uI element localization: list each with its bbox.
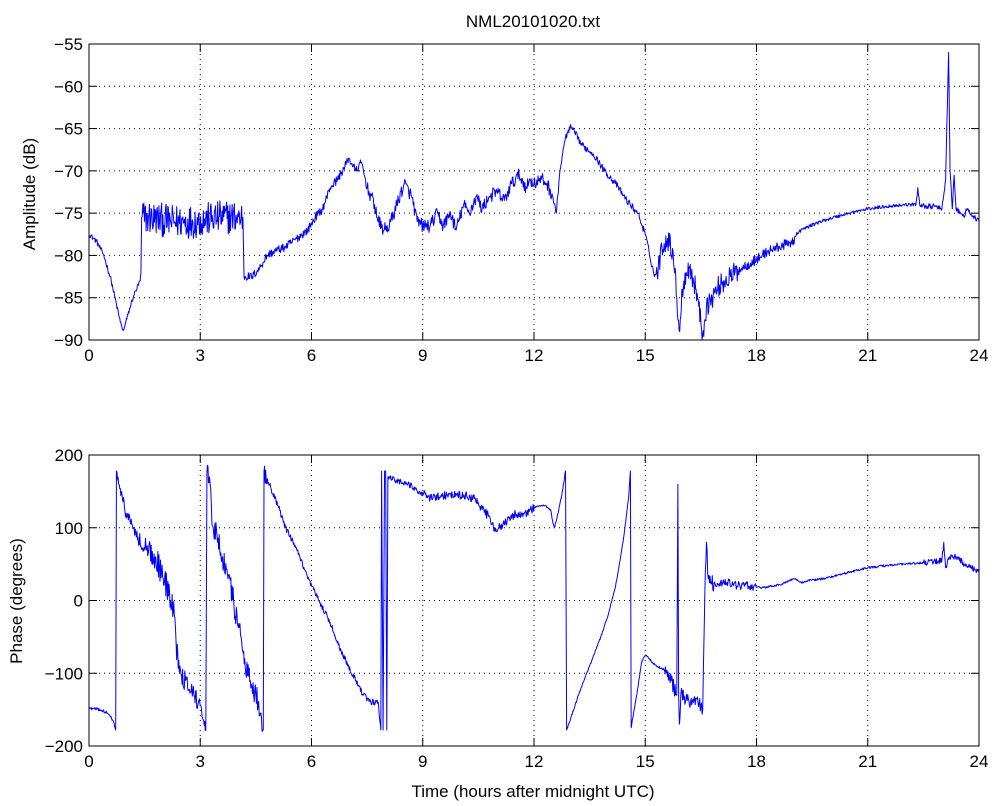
- data-series-line: [88, 51, 980, 341]
- x-tick-label: 21: [858, 752, 877, 771]
- x-tick-label: 21: [858, 346, 877, 365]
- chart-title: NML20101020.txt: [466, 12, 600, 31]
- x-tick-label: 0: [84, 346, 93, 365]
- y-tick-label: 100: [55, 519, 83, 538]
- y-tick-label: −70: [54, 162, 83, 181]
- x-tick-label: 24: [970, 752, 989, 771]
- phase-chart: Phase (degrees) Time (hours after midnig…: [7, 446, 988, 801]
- x-tick-label: 15: [636, 346, 655, 365]
- x-tick-label: 3: [196, 346, 205, 365]
- x-tick-label: 6: [307, 752, 316, 771]
- x-tick-label: 0: [84, 752, 93, 771]
- y-tick-label: −85: [54, 289, 83, 308]
- x-tick-label: 12: [525, 346, 544, 365]
- plot-area: [89, 44, 979, 340]
- y-tick-label: −60: [54, 77, 83, 96]
- phase-y-axis-label: Phase (degrees): [7, 538, 26, 664]
- data-series-line: [88, 464, 980, 733]
- x-tick-label: 18: [747, 752, 766, 771]
- phase-x-axis-label: Time (hours after midnight UTC): [411, 782, 654, 801]
- y-tick-label: −90: [54, 331, 83, 350]
- y-tick-label: −65: [54, 120, 83, 139]
- amplitude-chart: NML20101020.txt Amplitude (dB) 0 3 6 9 12 15 1…: [20, 12, 988, 365]
- y-tick-label: −80: [54, 246, 83, 265]
- y-tick-label: −100: [45, 664, 83, 683]
- x-tick-label: 24: [970, 346, 989, 365]
- y-tick-label: −55: [54, 35, 83, 54]
- x-tick-label: 18: [747, 346, 766, 365]
- x-tick-label: 6: [307, 346, 316, 365]
- x-tick-label: 9: [418, 346, 427, 365]
- y-tick-label: 200: [55, 446, 83, 465]
- amplitude-y-axis-label: Amplitude (dB): [20, 138, 39, 250]
- x-tick-label: 9: [418, 752, 427, 771]
- y-tick-label: −200: [45, 737, 83, 756]
- x-tick-label: 3: [196, 752, 205, 771]
- y-tick-label: 0: [74, 592, 83, 611]
- x-tick-label: 12: [525, 752, 544, 771]
- y-tick-label: −75: [54, 204, 83, 223]
- x-tick-label: 15: [636, 752, 655, 771]
